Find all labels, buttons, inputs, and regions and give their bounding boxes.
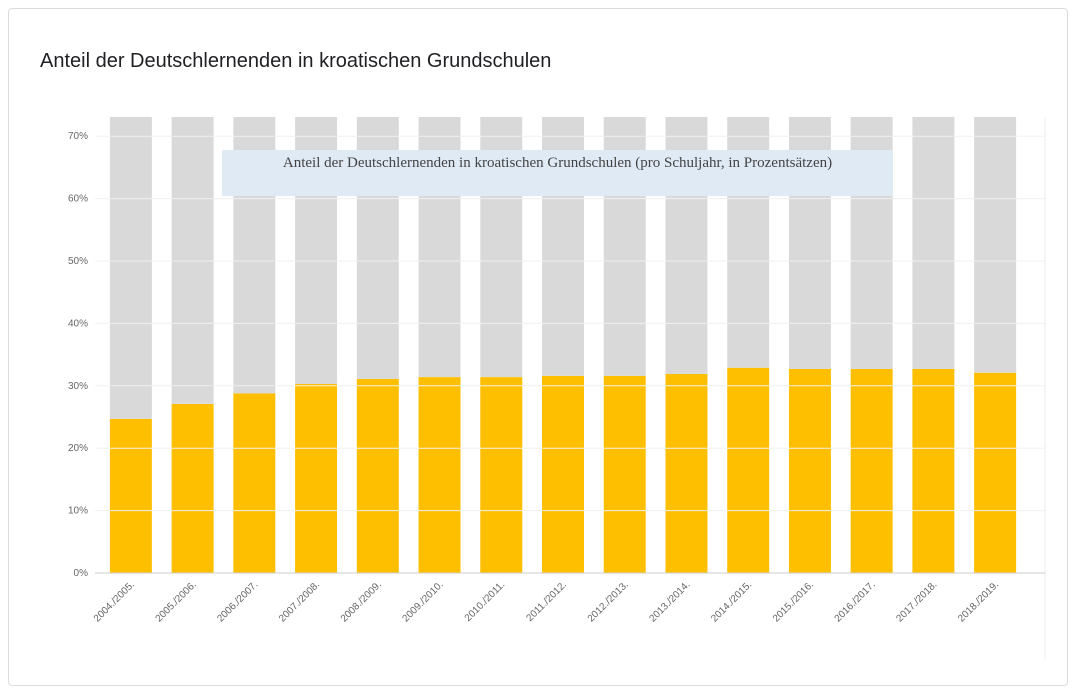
- x-tick-label: 2010./2011.: [463, 579, 508, 624]
- chart-title: Anteil der Deutschlernenden in kroatisch…: [40, 50, 552, 72]
- x-tick-label: 2017./2018.: [894, 579, 939, 624]
- x-tick-label: 2004./2005.: [92, 579, 137, 624]
- bar-segment: [418, 377, 461, 573]
- bar-segment: [542, 375, 584, 573]
- x-tick-label: 2008./2009.: [339, 579, 384, 624]
- x-tick-label: 2012./2013.: [586, 579, 631, 624]
- annotation: Anteil der Deutschlernenden in kroatisch…: [222, 150, 893, 196]
- x-tick-label: 2005./2006.: [154, 579, 199, 624]
- bar-segment: [912, 368, 955, 573]
- x-tick-label: 2007./2008.: [277, 579, 322, 624]
- plot-area: [109, 117, 1017, 573]
- bar-segment: [233, 117, 276, 394]
- y-tick-label: 30%: [68, 381, 88, 392]
- bar-segment: [295, 383, 338, 573]
- bar-segment: [974, 372, 1017, 573]
- y-tick-label: 60%: [68, 194, 88, 205]
- x-tick-label: 2016./2017.: [833, 579, 878, 624]
- x-tick-label: 2013./2014.: [647, 579, 692, 624]
- y-tick-label: 50%: [68, 256, 88, 267]
- bar-segment: [109, 117, 152, 419]
- x-tick-label: 2006./2007.: [215, 579, 260, 624]
- bar-segment: [480, 377, 523, 573]
- y-tick-label: 0%: [74, 568, 89, 579]
- bar-segment: [665, 373, 708, 573]
- bar-segment: [974, 117, 1017, 373]
- bar-segment: [171, 117, 214, 404]
- x-tick-label: 2018./2019.: [956, 579, 1001, 624]
- bar-segment: [788, 368, 831, 573]
- y-tick-label: 20%: [68, 443, 88, 454]
- bar-segment: [109, 418, 152, 573]
- y-tick-label: 40%: [68, 318, 88, 329]
- x-tick-label: 2015./2016.: [771, 579, 816, 624]
- bar-segment: [603, 375, 646, 573]
- x-tick-label: 2009./2010.: [401, 579, 446, 624]
- x-tick-label: 2014./2015.: [709, 579, 754, 624]
- bar-segment: [727, 367, 770, 573]
- card: [8, 8, 1068, 686]
- bar-segment: [356, 378, 399, 573]
- bar-segment: [850, 368, 893, 573]
- bar-segment: [171, 403, 214, 573]
- bar-segment: [233, 393, 276, 573]
- y-tick-label: 10%: [68, 506, 88, 517]
- bar-segment: [912, 117, 955, 369]
- x-tick-label: 2011./2012.: [525, 579, 570, 624]
- y-tick-label: 70%: [68, 131, 88, 142]
